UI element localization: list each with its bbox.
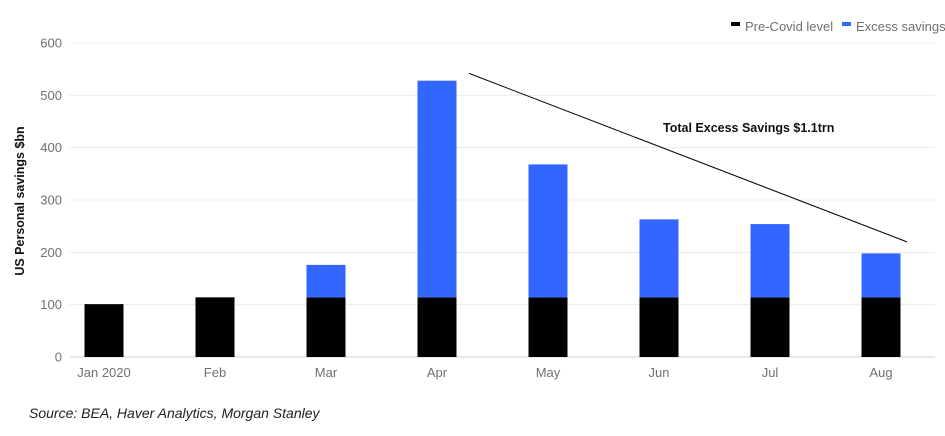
legend-label-pre-covid: Pre-Covid level xyxy=(745,19,833,34)
bar-excess-mar xyxy=(306,264,346,298)
bar-excess-aug xyxy=(861,253,901,298)
bar-excess-jun xyxy=(639,219,679,298)
x-tick-label-mar: Mar xyxy=(315,365,338,380)
bar-pre-covid-may xyxy=(528,297,568,357)
x-tick-label-jul: Jul xyxy=(762,365,779,380)
bar-excess-jul xyxy=(750,224,790,298)
x-tick-label-apr: Apr xyxy=(427,365,448,380)
y-tick-label-500: 500 xyxy=(40,88,62,103)
bars xyxy=(84,80,901,357)
y-tick-label-200: 200 xyxy=(40,245,62,260)
bar-pre-covid-jun xyxy=(639,297,679,357)
legend-label-excess-savings: Excess savings xyxy=(856,19,945,34)
bar-pre-covid-mar xyxy=(306,297,346,357)
y-tick-label-400: 400 xyxy=(40,140,62,155)
y-tick-label-100: 100 xyxy=(40,297,62,312)
x-tick-label-jun: Jun xyxy=(649,365,670,380)
bar-excess-may xyxy=(528,164,568,298)
legend-swatch-excess-savings xyxy=(842,22,851,26)
bar-pre-covid-apr xyxy=(417,297,457,357)
legend: Pre-Covid level Excess savings xyxy=(731,19,945,34)
source-note: Source: BEA, Haver Analytics, Morgan Sta… xyxy=(29,405,320,421)
x-tick-label-may: May xyxy=(536,365,561,380)
bar-pre-covid-aug xyxy=(861,297,901,357)
y-tick-label-600: 600 xyxy=(40,36,62,51)
y-axis-ticks: 0 100 200 300 400 500 600 xyxy=(40,36,62,365)
bar-excess-apr xyxy=(417,80,457,298)
x-tick-label-feb: Feb xyxy=(204,365,226,380)
x-tick-label-jan-2020: Jan 2020 xyxy=(77,365,131,380)
bar-pre-covid-jan-2020 xyxy=(84,304,124,357)
bar-pre-covid-feb xyxy=(195,297,235,357)
y-axis-label: US Personal savings $bn xyxy=(13,126,27,275)
excess-savings-trend-line xyxy=(468,72,908,243)
bar-pre-covid-jul xyxy=(750,297,790,357)
x-axis-ticks: Jan 2020 Feb Mar Apr May Jun Jul Aug xyxy=(77,365,892,380)
x-tick-label-aug: Aug xyxy=(869,365,892,380)
annotation-label: Total Excess Savings $1.1trn xyxy=(663,121,834,135)
y-tick-label-300: 300 xyxy=(40,193,62,208)
legend-swatch-pre-covid xyxy=(731,22,740,26)
y-tick-label-0: 0 xyxy=(55,350,62,365)
